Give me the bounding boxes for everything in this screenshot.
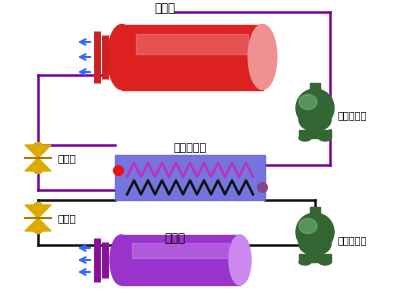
Bar	[136, 34, 248, 54]
Ellipse shape	[296, 89, 334, 127]
Bar	[310, 83, 320, 93]
Ellipse shape	[299, 94, 317, 109]
Text: 低温压缩机: 低温压缩机	[338, 235, 367, 245]
Ellipse shape	[299, 259, 311, 265]
Ellipse shape	[299, 233, 331, 255]
Ellipse shape	[110, 235, 132, 285]
Ellipse shape	[299, 218, 317, 234]
Ellipse shape	[107, 24, 136, 89]
Ellipse shape	[229, 235, 251, 285]
Ellipse shape	[299, 135, 311, 141]
Ellipse shape	[34, 142, 42, 148]
Bar	[299, 254, 331, 262]
Bar	[122, 24, 263, 89]
Polygon shape	[25, 145, 51, 158]
Bar	[299, 130, 331, 138]
Text: 节流阀: 节流阀	[57, 153, 76, 163]
Bar	[310, 207, 320, 217]
Ellipse shape	[299, 109, 331, 131]
Bar	[121, 235, 240, 285]
Ellipse shape	[296, 213, 334, 251]
Text: 节流阀: 节流阀	[57, 213, 76, 223]
Text: 冷媒蒸发器: 冷媒蒸发器	[174, 143, 207, 153]
Polygon shape	[25, 218, 51, 231]
Text: 高温压缩机: 高温压缩机	[338, 110, 367, 120]
Polygon shape	[25, 158, 51, 171]
Ellipse shape	[34, 168, 42, 173]
Ellipse shape	[319, 135, 331, 141]
Ellipse shape	[34, 203, 42, 207]
Polygon shape	[25, 205, 51, 218]
Text: 冷凝器: 冷凝器	[154, 1, 176, 15]
Ellipse shape	[34, 229, 42, 234]
Ellipse shape	[319, 259, 331, 265]
Text: 蒸发器: 蒸发器	[164, 232, 185, 244]
Bar	[115, 155, 265, 200]
Bar	[132, 243, 229, 257]
Ellipse shape	[248, 24, 277, 89]
